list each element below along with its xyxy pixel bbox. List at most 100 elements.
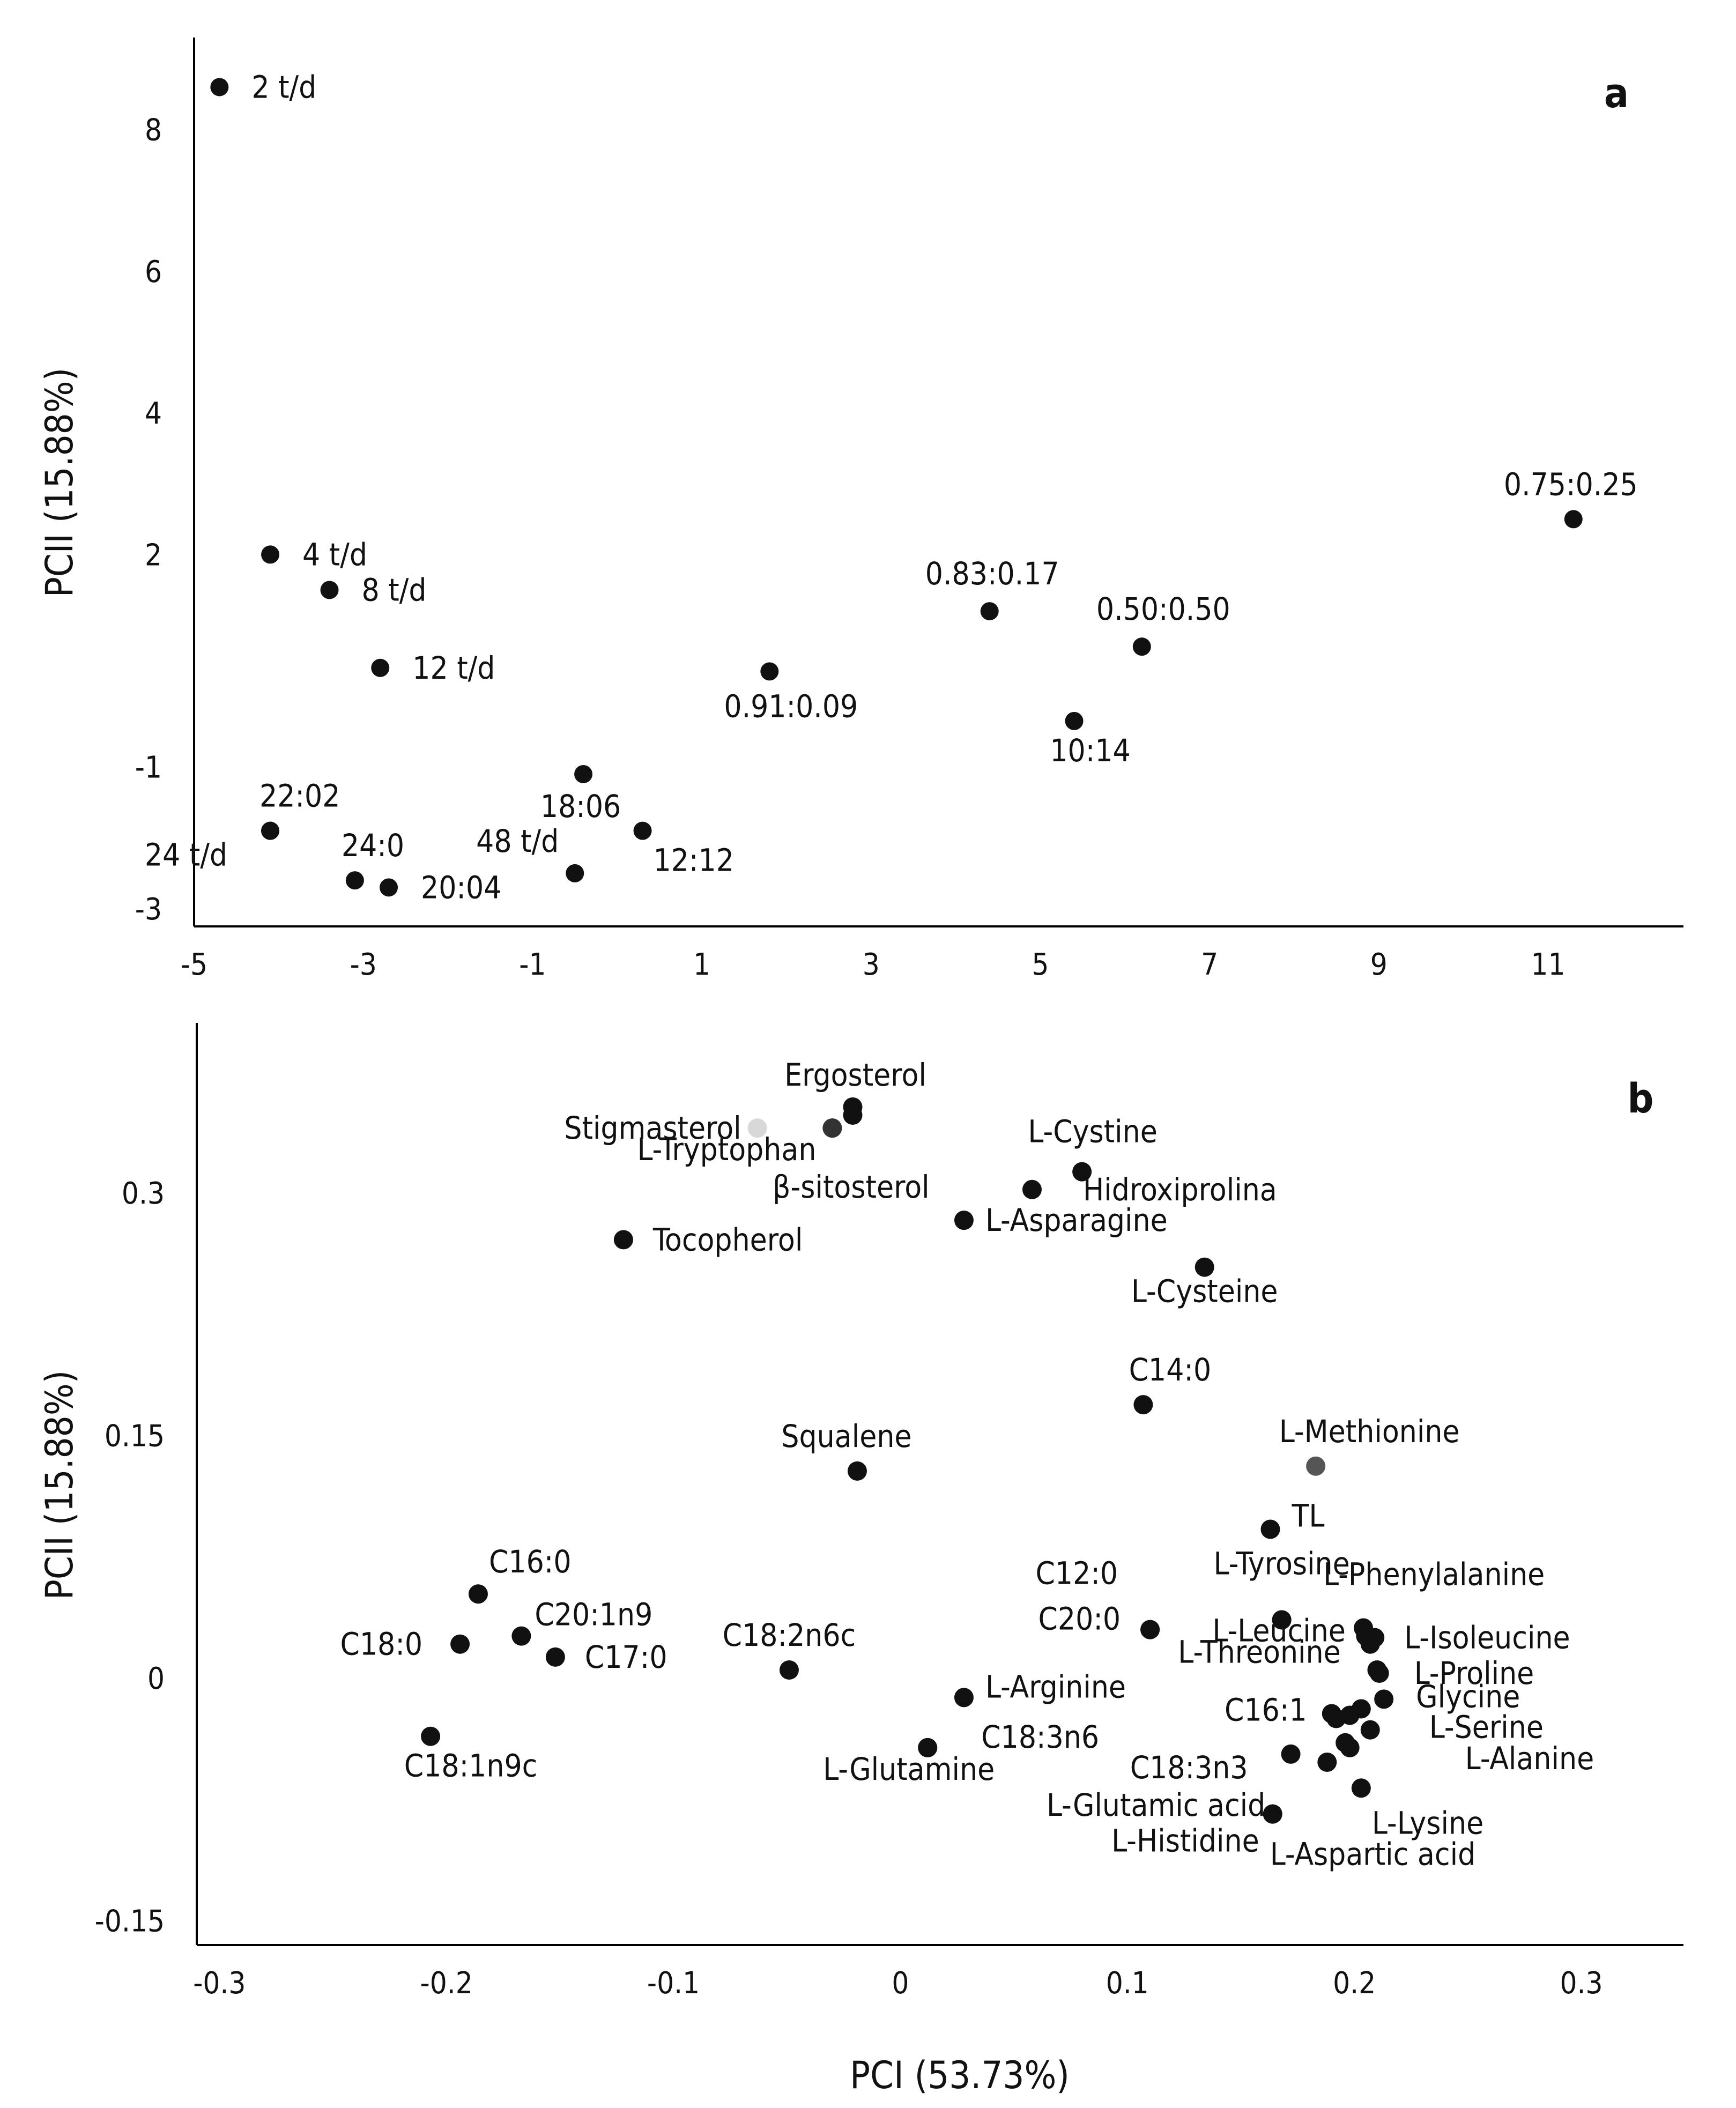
x-tick-label: 0 — [892, 1966, 909, 2001]
y-tick-label: 2 — [145, 538, 162, 573]
panel-b-y-axis-title: PCII (15.88%) — [38, 1370, 81, 1600]
point-label: C18:1n9c — [404, 1748, 538, 1784]
point-label: C12:0 — [1035, 1555, 1118, 1592]
point-label: L-Asparagine — [985, 1202, 1168, 1238]
y-tick-label: 8 — [145, 113, 162, 148]
y-tick-label: 4 — [145, 396, 162, 431]
point-label: Squalene — [781, 1418, 911, 1454]
data-point — [633, 821, 652, 840]
data-point — [843, 1105, 863, 1125]
point-label: 24:0 — [342, 827, 404, 864]
data-point — [779, 1660, 799, 1680]
x-tick-label: -0.1 — [647, 1966, 700, 2001]
data-point — [545, 1647, 565, 1667]
data-point — [1195, 1257, 1214, 1277]
point-label: C20:1n9 — [535, 1597, 652, 1633]
data-point — [450, 1634, 470, 1654]
data-point — [1132, 637, 1151, 656]
data-point — [1564, 510, 1583, 529]
point-label: 48 t/d — [476, 823, 559, 859]
data-point — [1360, 1720, 1380, 1740]
data-point — [822, 1118, 842, 1138]
panel-b-letter: b — [1628, 1074, 1654, 1122]
point-label: Tocopherol — [652, 1221, 803, 1258]
point-label: L-Cysteine — [1131, 1273, 1278, 1310]
point-label: 24 t/d — [145, 837, 227, 873]
y-tick-label: -0.15 — [95, 1904, 165, 1939]
point-label: C16:0 — [489, 1543, 572, 1580]
data-point — [345, 871, 364, 890]
point-label: Ergosterol — [784, 1057, 926, 1093]
data-point — [954, 1688, 974, 1708]
point-label: C18:0 — [340, 1626, 422, 1662]
point-label: L-Lysine — [1372, 1805, 1483, 1841]
data-point — [980, 602, 999, 621]
x-tick-label: 0.3 — [1560, 1966, 1603, 2001]
point-label: C16:1 — [1225, 1692, 1307, 1728]
data-point — [371, 658, 390, 677]
data-point — [210, 78, 229, 97]
x-tick-label: 1 — [693, 947, 710, 982]
point-label: 0.50:0.50 — [1096, 591, 1230, 627]
data-point — [1374, 1689, 1394, 1709]
point-label: L-Methionine — [1279, 1413, 1460, 1450]
point-label: L-Tryptophan — [637, 1131, 816, 1168]
data-point — [1356, 1626, 1376, 1646]
data-point — [1336, 1733, 1355, 1753]
point-label: 0.91:0.09 — [724, 688, 858, 724]
point-label: TL — [1291, 1497, 1324, 1534]
data-point — [1133, 1395, 1153, 1415]
x-tick-label: -0.3 — [193, 1966, 246, 2001]
x-tick-label: 5 — [1032, 947, 1049, 982]
point-label: C18:3n6 — [981, 1719, 1099, 1755]
data-point — [954, 1211, 974, 1230]
point-label: L-Aspartic acid — [1270, 1836, 1476, 1873]
data-point — [380, 878, 398, 897]
data-point — [1367, 1660, 1387, 1680]
data-point — [1140, 1620, 1160, 1639]
point-label: L-Leucine — [1212, 1612, 1345, 1649]
point-label: β-sitosterol — [773, 1169, 930, 1205]
data-point — [320, 581, 339, 599]
x-tick-label: -1 — [519, 947, 546, 982]
panel-a-y-axis-title: PCII (15.88%) — [38, 368, 81, 597]
y-tick-label: 0 — [147, 1661, 165, 1696]
data-point — [1263, 1804, 1282, 1824]
data-point — [1326, 1709, 1346, 1728]
point-label: 20:04 — [421, 869, 501, 905]
point-label: L-Threonine — [1178, 1634, 1340, 1671]
point-label: C18:2n6c — [723, 1617, 856, 1653]
data-point — [613, 1230, 633, 1250]
point-label: Hidroxiprolina — [1083, 1171, 1277, 1208]
point-label: L-Alanine — [1465, 1740, 1594, 1777]
point-label: L-Serine — [1429, 1709, 1544, 1746]
x-tick-label: 9 — [1370, 947, 1388, 982]
data-point — [847, 1461, 867, 1481]
x-tick-label: 3 — [863, 947, 880, 982]
y-tick-label: -1 — [135, 751, 162, 785]
panel-b-loadings-plot: -0.15 0 0.15 0.3 -0.3 -0.2 -0.1 0 0.1 0.2 0.3 Erg… — [38, 1023, 1683, 2097]
data-point — [1317, 1753, 1337, 1772]
y-tick-label: 6 — [145, 255, 162, 290]
data-point — [1260, 1519, 1280, 1539]
panel-a-scores-plot: -3 -1 2 4 6 8 -5 -3 -1 1 3 5 7 9 11 2 t/d 4 t/d8 t/d 12… — [38, 38, 1683, 982]
point-label: L-Glutamine — [823, 1751, 995, 1787]
data-point — [1272, 1610, 1292, 1630]
data-point — [1306, 1456, 1326, 1476]
panel-b-x-axis-title: PCI (53.73%) — [850, 2053, 1070, 2097]
data-point — [1072, 1162, 1092, 1182]
data-point — [261, 545, 280, 564]
panel-b-y-tick-labels: -0.15 0 0.15 0.3 — [95, 1176, 165, 1939]
point-label: 10:14 — [1050, 732, 1130, 769]
point-label: L-Isoleucine — [1404, 1620, 1570, 1656]
x-tick-label: 11 — [1531, 947, 1565, 982]
point-label: 8 t/d — [362, 571, 427, 608]
data-point — [421, 1726, 441, 1746]
x-tick-label: 7 — [1201, 947, 1218, 982]
panel-b-x-tick-labels: -0.3 -0.2 -0.1 0 0.1 0.2 0.3 — [193, 1966, 1603, 2001]
y-tick-label: -3 — [135, 892, 162, 927]
panel-a-y-tick-labels: -3 -1 2 4 6 8 — [135, 113, 162, 927]
point-label: L-Proline — [1414, 1655, 1534, 1691]
